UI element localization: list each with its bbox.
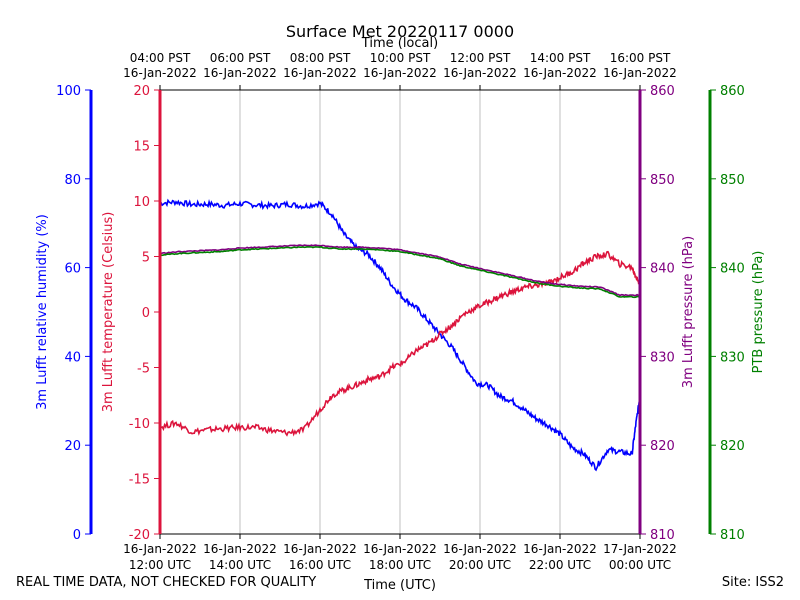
- series-line-humidity: [159, 198, 641, 472]
- humidity-axis-label: 3m Lufft relative humidity (%): [35, 214, 50, 410]
- humidity-tick-label: 20: [64, 439, 81, 454]
- x-bottom-tick-label-date: 16-Jan-2022: [203, 542, 277, 556]
- x-bottom-tick-label-time: 14:00 UTC: [209, 558, 271, 572]
- x-bottom-tick-label-time: 22:00 UTC: [529, 558, 591, 572]
- x-top-axis-label: Time (local): [361, 36, 438, 51]
- x-top-tick-label-date: 16-Jan-2022: [203, 66, 277, 80]
- temperature-tick-label: -5: [137, 362, 150, 377]
- series-line-ptb: [159, 245, 641, 299]
- x-top-tick-label-time: 14:00 PST: [530, 51, 591, 65]
- x-top-tick-label-date: 16-Jan-2022: [123, 66, 197, 80]
- vertical-gridlines: [239, 90, 561, 534]
- x-bottom-tick-label-date: 16-Jan-2022: [123, 542, 197, 556]
- ptb-tick-label: 830: [720, 350, 745, 365]
- ptb-tick-label: 810: [720, 528, 745, 543]
- x-top-tick-label-date: 16-Jan-2022: [363, 66, 437, 80]
- temperature-tick-label: -10: [129, 417, 150, 432]
- pressure-tick-label: 850: [650, 173, 675, 188]
- x-top-tick-label-date: 16-Jan-2022: [603, 66, 677, 80]
- x-top-tick-label-time: 08:00 PST: [290, 51, 351, 65]
- pressure-axis-label: 3m Lufft pressure (hPa): [681, 236, 696, 388]
- x-bottom-tick-label-date: 16-Jan-2022: [363, 542, 437, 556]
- x-bottom-tick-label-date: 16-Jan-2022: [523, 542, 597, 556]
- x-top-tick-label-date: 16-Jan-2022: [283, 66, 357, 80]
- temperature-tick-label: 10: [133, 195, 150, 210]
- humidity-tick-label: 40: [64, 350, 81, 365]
- x-top-tick-label-date: 16-Jan-2022: [523, 66, 597, 80]
- ptb-tick-label: 860: [720, 84, 745, 99]
- site-label: Site: ISS2: [721, 575, 784, 590]
- series-line-temperature: [159, 250, 641, 437]
- temperature-tick-label: -20: [129, 528, 150, 543]
- series-layer: [159, 198, 641, 472]
- pressure-tick-label: 840: [650, 262, 675, 277]
- x-top-tick-label-time: 10:00 PST: [370, 51, 431, 65]
- x-bottom-tick-label-date: 16-Jan-2022: [443, 542, 517, 556]
- temperature-tick-label: 15: [133, 140, 150, 155]
- x-bottom-tick-label-time: 20:00 UTC: [449, 558, 511, 572]
- chart-title: Surface Met 20220117 0000: [286, 22, 514, 41]
- temperature-tick-label: 0: [142, 306, 150, 321]
- temperature-tick-label: 5: [142, 251, 150, 266]
- pressure-tick-label: 830: [650, 350, 675, 365]
- ptb-tick-label: 850: [720, 173, 745, 188]
- x-bottom-tick-label-time: 16:00 UTC: [289, 558, 351, 572]
- x-bottom-axis-label: Time (UTC): [363, 578, 436, 593]
- pressure-tick-label: 820: [650, 439, 675, 454]
- x-top-tick-label-date: 16-Jan-2022: [443, 66, 517, 80]
- quality-note: REAL TIME DATA, NOT CHECKED FOR QUALITY: [16, 575, 317, 590]
- x-bottom-tick-label-date: 17-Jan-2022: [603, 542, 677, 556]
- pressure-tick-label: 810: [650, 528, 675, 543]
- x-bottom-tick-label-date: 16-Jan-2022: [283, 542, 357, 556]
- humidity-tick-label: 80: [64, 173, 81, 188]
- humidity-tick-label: 100: [56, 84, 81, 99]
- x-top-tick-label-time: 12:00 PST: [450, 51, 511, 65]
- ptb-tick-label: 840: [720, 262, 745, 277]
- x-bottom-tick-label-time: 00:00 UTC: [609, 558, 671, 572]
- x-top-tick-label-time: 06:00 PST: [210, 51, 271, 65]
- humidity-tick-label: 60: [64, 262, 81, 277]
- humidity-tick-label: 0: [73, 528, 81, 543]
- pressure-tick-label: 860: [650, 84, 675, 99]
- ptb-tick-label: 820: [720, 439, 745, 454]
- x-bottom-tick-label-time: 18:00 UTC: [369, 558, 431, 572]
- axes-layer: [85, 85, 716, 539]
- x-top-tick-label-time: 16:00 PST: [610, 51, 671, 65]
- ptb-axis-label: PTB pressure (hPa): [751, 251, 766, 374]
- x-top-tick-label-time: 04:00 PST: [130, 51, 191, 65]
- tick-labels: 0 20 40 60 80 100 -20 -15 -10 -5 0 5 10 15 20 810 820 830…: [56, 51, 745, 572]
- temperature-tick-label: 20: [133, 84, 150, 99]
- temperature-axis-label: 3m Lufft temperature (Celsius): [101, 212, 116, 413]
- x-bottom-tick-label-time: 12:00 UTC: [129, 558, 191, 572]
- series-line-pressure: [160, 244, 641, 297]
- temperature-tick-label: -15: [129, 473, 150, 488]
